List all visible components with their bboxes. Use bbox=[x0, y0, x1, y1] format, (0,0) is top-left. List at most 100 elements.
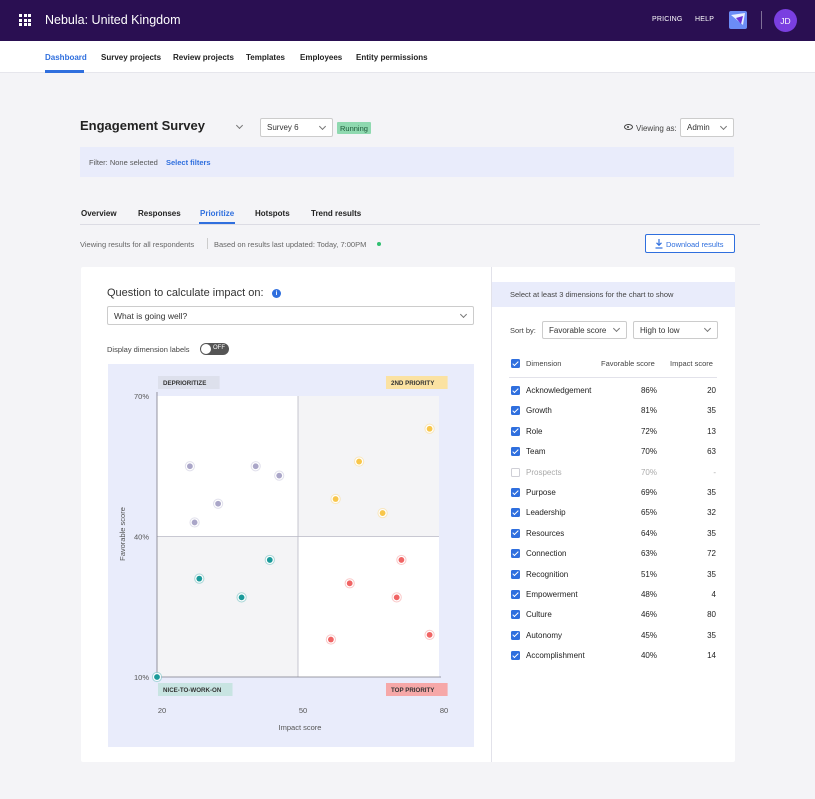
info-divider bbox=[207, 238, 208, 249]
tab-prioritize[interactable]: Prioritize bbox=[200, 209, 235, 218]
dimension-name: Team bbox=[526, 447, 546, 457]
table-row[interactable]: Empowerment 48% 4 bbox=[81, 589, 735, 609]
dimension-name: Role bbox=[526, 426, 543, 436]
table-row[interactable]: Purpose 69% 35 bbox=[81, 487, 735, 507]
brand-logo-icon[interactable] bbox=[729, 11, 747, 29]
dimension-checkbox[interactable] bbox=[511, 590, 520, 599]
quadrant-bottom-left bbox=[157, 536, 298, 677]
status-dot-icon bbox=[377, 242, 381, 246]
dimension-name: Purpose bbox=[526, 488, 556, 497]
dimension-name: Accomplishment bbox=[526, 651, 585, 661]
dimension-impact: 20 bbox=[707, 386, 716, 395]
nav-employees[interactable]: Employees bbox=[300, 53, 343, 62]
sort-order-select[interactable]: High to low bbox=[633, 321, 718, 339]
x-axis-label: Impact score bbox=[279, 723, 322, 732]
display-labels-text: Display dimension labels bbox=[107, 345, 190, 354]
dimension-checkbox[interactable] bbox=[511, 569, 520, 579]
dimension-checkbox[interactable] bbox=[511, 528, 520, 538]
tab-overview[interactable]: Overview bbox=[81, 209, 117, 218]
quadrant-label-bg-top-left bbox=[158, 376, 220, 389]
help-link[interactable]: HELP bbox=[695, 16, 715, 23]
nav-entity-permissions[interactable]: Entity permissions bbox=[356, 53, 428, 62]
tab-trend-results[interactable]: Trend results bbox=[311, 209, 362, 218]
apps-grid-icon[interactable] bbox=[19, 14, 31, 26]
nav-review-projects[interactable]: Review projects bbox=[173, 53, 234, 62]
dimension-checkbox[interactable] bbox=[511, 406, 520, 416]
dimension-favorable: 64% bbox=[640, 528, 657, 538]
dimension-checkbox[interactable] bbox=[511, 508, 520, 518]
y-tick-label: 40% bbox=[134, 533, 149, 542]
table-row[interactable]: Accomplishment 40% 14 bbox=[81, 650, 735, 670]
select-all-checkbox[interactable] bbox=[511, 359, 520, 368]
table-row[interactable]: Resources 64% 35 bbox=[81, 528, 735, 548]
impact-chart: DEPRIORITIZE 2ND PRIORITY NICE-TO-WORK-ON T… bbox=[108, 364, 474, 747]
table-row[interactable]: Autonomy 45% 35 bbox=[81, 630, 735, 650]
dimension-favorable: 63% bbox=[640, 549, 657, 559]
col-dimension-header: Dimension bbox=[526, 359, 562, 368]
select-filters-link[interactable]: Select filters bbox=[166, 158, 211, 167]
eye-icon bbox=[624, 124, 633, 130]
nav-survey-projects[interactable]: Survey projects bbox=[101, 53, 162, 62]
nav-templates[interactable]: Templates bbox=[246, 53, 285, 62]
pricing-link[interactable]: PRICING bbox=[652, 16, 683, 23]
filter-bar: Filter: None selected Select filters bbox=[80, 147, 734, 177]
tab-responses[interactable]: Responses bbox=[138, 209, 181, 218]
dimension-checkbox[interactable] bbox=[511, 549, 520, 559]
survey-title[interactable]: Engagement Survey bbox=[80, 118, 205, 133]
dimension-checkbox[interactable] bbox=[511, 467, 520, 477]
dimension-checkbox[interactable] bbox=[511, 426, 520, 436]
avatar[interactable]: JD bbox=[774, 9, 797, 32]
dimension-impact: 35 bbox=[707, 488, 716, 497]
impact-question-label: Question to calculate impact on: bbox=[107, 287, 264, 299]
top-bar-divider bbox=[761, 11, 762, 29]
table-row[interactable]: Growth 81% 35 bbox=[81, 405, 735, 425]
quadrant-bottom-right bbox=[298, 536, 439, 677]
quadrant-label-top-right: 2ND PRIORITY bbox=[391, 380, 435, 387]
main-nav: Dashboard Survey projects Review project… bbox=[0, 41, 815, 73]
data-point-top-right bbox=[426, 425, 433, 432]
data-point-top-right bbox=[356, 458, 362, 465]
nav-dashboard[interactable]: Dashboard bbox=[45, 53, 87, 62]
table-row[interactable]: Team 70% 63 bbox=[81, 446, 735, 466]
dimension-favorable: 40% bbox=[640, 651, 657, 661]
dimension-name: Growth bbox=[526, 406, 552, 416]
table-row[interactable]: Recognition 51% 35 bbox=[81, 569, 735, 589]
survey-select[interactable]: Survey 6 bbox=[260, 118, 333, 137]
dimension-favorable: 46% bbox=[640, 610, 657, 620]
dimension-checkbox[interactable] bbox=[511, 610, 520, 620]
table-row[interactable]: Acknowledgement 86% 20 bbox=[81, 385, 735, 405]
dimension-checkbox[interactable] bbox=[511, 651, 520, 661]
dimension-checkbox[interactable] bbox=[511, 488, 520, 497]
dimension-favorable: 81% bbox=[640, 406, 657, 416]
dimension-checkbox[interactable] bbox=[511, 447, 520, 457]
impact-question-select[interactable]: What is going well? bbox=[107, 306, 474, 325]
dimension-name: Empowerment bbox=[526, 590, 578, 599]
status-badge: Running bbox=[337, 122, 371, 134]
table-row[interactable]: Prospects 70% - bbox=[81, 467, 735, 487]
table-row[interactable]: Connection 63% 72 bbox=[81, 548, 735, 568]
table-row[interactable]: Culture 46% 80 bbox=[81, 609, 735, 629]
table-row[interactable]: Leadership 65% 32 bbox=[81, 507, 735, 527]
viewing-as-value: Admin bbox=[687, 123, 710, 132]
dimension-impact: 32 bbox=[707, 508, 716, 518]
data-point-bottom-right bbox=[328, 636, 334, 643]
sort-order-value: High to low bbox=[640, 325, 680, 335]
data-point-top-right bbox=[379, 510, 386, 516]
display-labels-toggle[interactable]: OFF bbox=[200, 343, 229, 355]
dimension-impact: - bbox=[713, 467, 716, 477]
tab-hotspots[interactable]: Hotspots bbox=[255, 209, 290, 218]
survey-title-chevron-icon[interactable] bbox=[235, 121, 244, 130]
dimension-favorable: 69% bbox=[640, 488, 657, 497]
dimension-impact: 35 bbox=[707, 569, 716, 579]
dimension-checkbox[interactable] bbox=[511, 386, 520, 395]
table-row[interactable]: Role 72% 13 bbox=[81, 426, 735, 446]
respondents-info: Viewing results for all respondents bbox=[80, 240, 195, 249]
prioritize-card: Question to calculate impact on: i What … bbox=[81, 267, 735, 762]
sort-by-label: Sort by: bbox=[510, 326, 536, 335]
sort-field-select[interactable]: Favorable score bbox=[542, 321, 627, 339]
download-results-button[interactable]: Download results bbox=[645, 234, 735, 253]
dimension-favorable: 72% bbox=[640, 426, 657, 436]
info-icon[interactable]: i bbox=[272, 289, 281, 298]
viewing-as-select[interactable]: Admin bbox=[680, 118, 734, 137]
dimension-checkbox[interactable] bbox=[511, 630, 520, 640]
